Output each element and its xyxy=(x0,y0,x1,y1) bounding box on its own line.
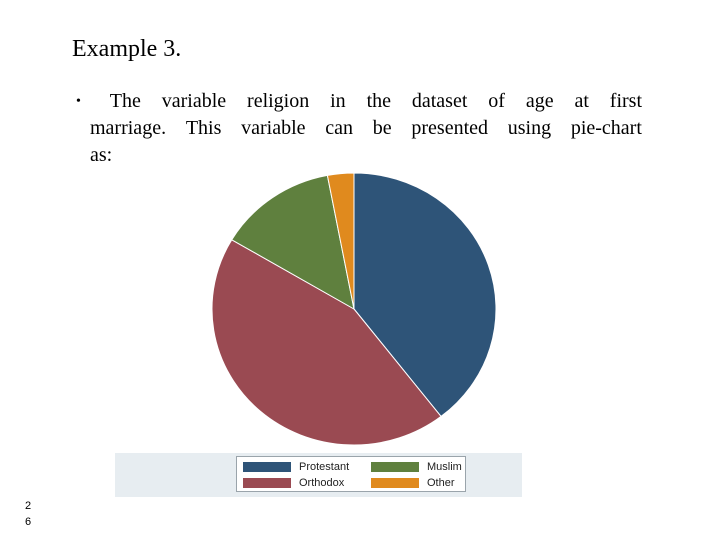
pie-slice-other xyxy=(326,172,355,310)
legend-label: Other xyxy=(427,477,455,489)
bullet-marker: • xyxy=(76,94,81,109)
legend-label: Muslim xyxy=(427,461,462,473)
chart-legend: Protestant Muslim Orthodox Other xyxy=(236,456,466,492)
bullet-word: presented xyxy=(411,117,489,139)
bullet-word: age xyxy=(525,90,554,112)
bullet-word: first xyxy=(609,90,642,112)
legend-item-muslim: Muslim xyxy=(371,461,462,473)
bullet-word: the xyxy=(366,90,391,112)
legend-label: Protestant xyxy=(299,461,350,473)
bullet-text: • The variable religion in the dataset of age at f… xyxy=(76,88,642,169)
legend-item-orthodox: Orthodox xyxy=(243,477,344,489)
bullet-word: religion xyxy=(247,90,310,112)
bullet-word: This xyxy=(185,117,222,139)
bullet-word: in xyxy=(330,90,346,112)
pie-slice-protestant xyxy=(353,172,497,418)
bullet-word: using xyxy=(507,117,552,139)
bullet-word: be xyxy=(372,117,392,139)
bullet-word: variable xyxy=(241,117,306,139)
bullet-line-2: marriage. This variable can be presented using… xyxy=(76,115,642,142)
slide-title: Example 3. xyxy=(72,36,182,62)
pie-slice-muslim xyxy=(231,174,355,310)
bullet-word: of xyxy=(488,90,505,112)
legend-swatch xyxy=(371,478,419,488)
legend-swatch xyxy=(371,462,419,472)
legend-item-other: Other xyxy=(371,477,455,489)
bullet-word: marriage. xyxy=(90,117,167,139)
legend-swatch xyxy=(243,478,291,488)
bullet-word: variable xyxy=(161,90,227,112)
bullet-word: can xyxy=(325,117,354,139)
bullet-word: The xyxy=(109,90,141,112)
bullet-line-3: as: xyxy=(76,142,642,169)
page-number: 2 6 xyxy=(24,498,32,530)
legend-swatch xyxy=(243,462,291,472)
page-number-digit: 2 xyxy=(24,500,32,512)
bullet-word: as: xyxy=(90,144,113,166)
bullet-word: pie-chart xyxy=(570,117,642,139)
page-number-digit: 6 xyxy=(24,516,32,528)
legend-label: Orthodox xyxy=(299,477,345,489)
legend-item-protestant: Protestant xyxy=(243,461,349,473)
bullet-line-1: • The variable religion in the dataset of age at f… xyxy=(76,88,642,115)
pie-slice-orthodox xyxy=(211,239,442,446)
bullet-word: dataset xyxy=(411,90,468,112)
bullet-word: at xyxy=(574,90,589,112)
